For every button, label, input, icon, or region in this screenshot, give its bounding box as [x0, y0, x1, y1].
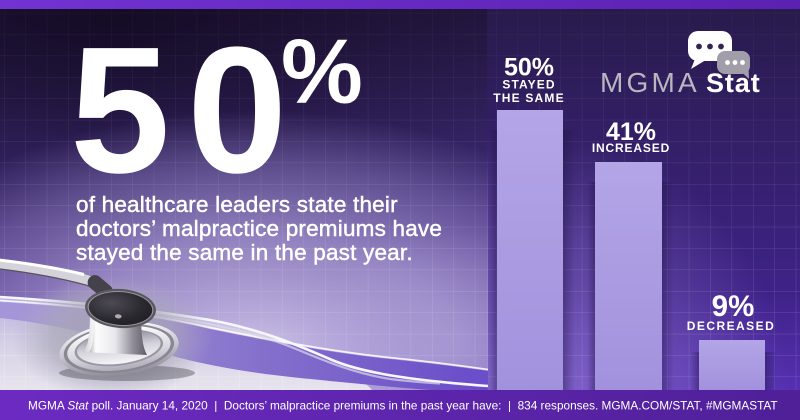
svg-text:9%: 9% [712, 290, 755, 323]
svg-text:INCREASED: INCREASED [592, 141, 670, 155]
svg-text:DECREASED: DECREASED [687, 319, 775, 333]
svg-text:%: % [281, 21, 363, 123]
svg-text:THE SAME: THE SAME [493, 91, 565, 105]
svg-text:MGMA: MGMA [600, 67, 700, 98]
svg-text:doctors’ malpractice premiums: doctors’ malpractice premiums have [76, 216, 442, 241]
svg-text:50%: 50% [504, 54, 554, 82]
svg-text:STAYED: STAYED [502, 78, 555, 92]
svg-text:41%: 41% [606, 118, 656, 146]
svg-text:of healthcare leaders state th: of healthcare leaders state their [76, 192, 398, 217]
svg-text:MGMA Stat poll. January 14, 20: MGMA Stat poll. January 14, 2020 | Docto… [28, 399, 778, 413]
svg-text:stayed the same in the past ye: stayed the same in the past year. [76, 240, 413, 265]
svg-text:50: 50 [70, 10, 304, 211]
